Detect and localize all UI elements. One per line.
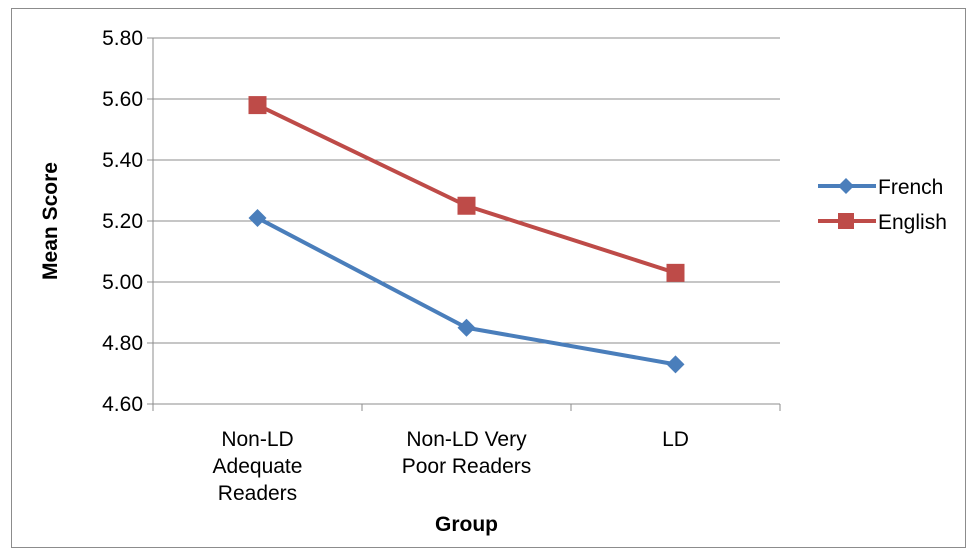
gridlines (153, 37, 780, 405)
data-point-french (248, 208, 267, 227)
data-point-english (248, 96, 267, 115)
y-tick-label: 5.40 (102, 149, 143, 172)
legend-marker-english (838, 213, 854, 229)
series-line-english (256, 103, 677, 275)
data-point-english (666, 263, 685, 282)
legend: French English (818, 176, 947, 234)
y-axis-ticks: 4.60 4.80 5.00 5.20 5.40 5.60 5.80 (102, 27, 153, 416)
data-point-french (666, 355, 685, 374)
legend-label-english: English (878, 211, 947, 234)
x-tick-label: Non-LD Very Poor Readers (402, 428, 532, 478)
x-axis-ticks: Non-LD Adequate Readers Non-LD Very Poor Rea… (152, 404, 781, 505)
x-axis-title: Group (435, 513, 498, 536)
data-point-french (457, 318, 476, 337)
y-tick-label: 4.80 (102, 332, 143, 355)
series-line-french (256, 216, 676, 367)
series-english (248, 96, 685, 282)
series-group (248, 96, 685, 374)
y-axis-title: Mean Score (39, 162, 62, 280)
legend-label-french: French (878, 176, 943, 199)
legend-item-english: English (818, 211, 947, 234)
y-tick-label: 5.60 (102, 88, 143, 111)
data-point-english (457, 196, 476, 215)
y-tick-label: 4.60 (102, 393, 143, 416)
legend-item-french: French (818, 176, 943, 199)
y-tick-label: 5.00 (102, 271, 143, 294)
x-tick-label: Non-LD Adequate Readers (213, 428, 303, 505)
chart-frame (11, 8, 966, 548)
legend-marker-french (838, 178, 854, 194)
x-tick-label: LD (662, 428, 689, 451)
y-tick-label: 5.80 (102, 27, 143, 50)
series-french (248, 208, 685, 374)
y-tick-label: 5.20 (102, 210, 143, 233)
